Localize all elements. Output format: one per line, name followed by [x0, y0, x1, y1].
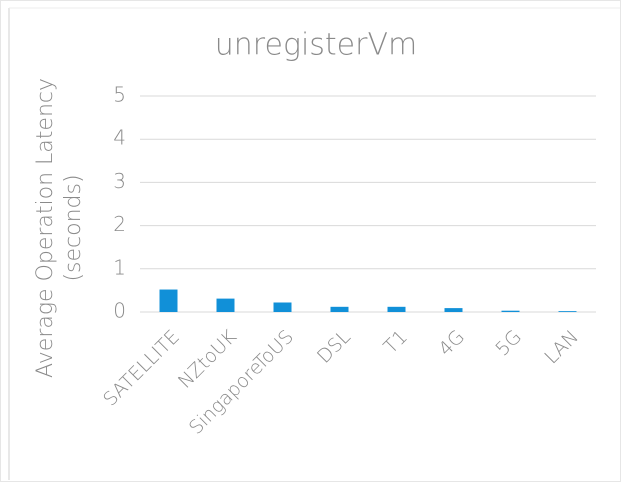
- chart-title: unregisterVm: [215, 28, 417, 63]
- y-tick-label: 2: [113, 212, 126, 236]
- bar: [159, 289, 178, 312]
- y-tick-label: 0: [113, 299, 126, 323]
- bar: [387, 306, 406, 312]
- y-tick-label: 5: [113, 83, 126, 107]
- bar: [444, 308, 463, 312]
- y-tick-label: 3: [113, 169, 126, 193]
- y-tick-label: 4: [113, 126, 126, 150]
- y-axis-label-line: Average Operation Latency: [33, 78, 58, 378]
- bar: [273, 302, 292, 312]
- bar: [330, 306, 349, 312]
- bar: [216, 298, 235, 312]
- bar: [558, 311, 577, 312]
- bar: [501, 310, 520, 312]
- y-axis-label: Average Operation Latency (seconds): [33, 78, 86, 378]
- y-tick-label: 1: [113, 255, 126, 279]
- y-axis-label-line: (seconds): [61, 174, 86, 281]
